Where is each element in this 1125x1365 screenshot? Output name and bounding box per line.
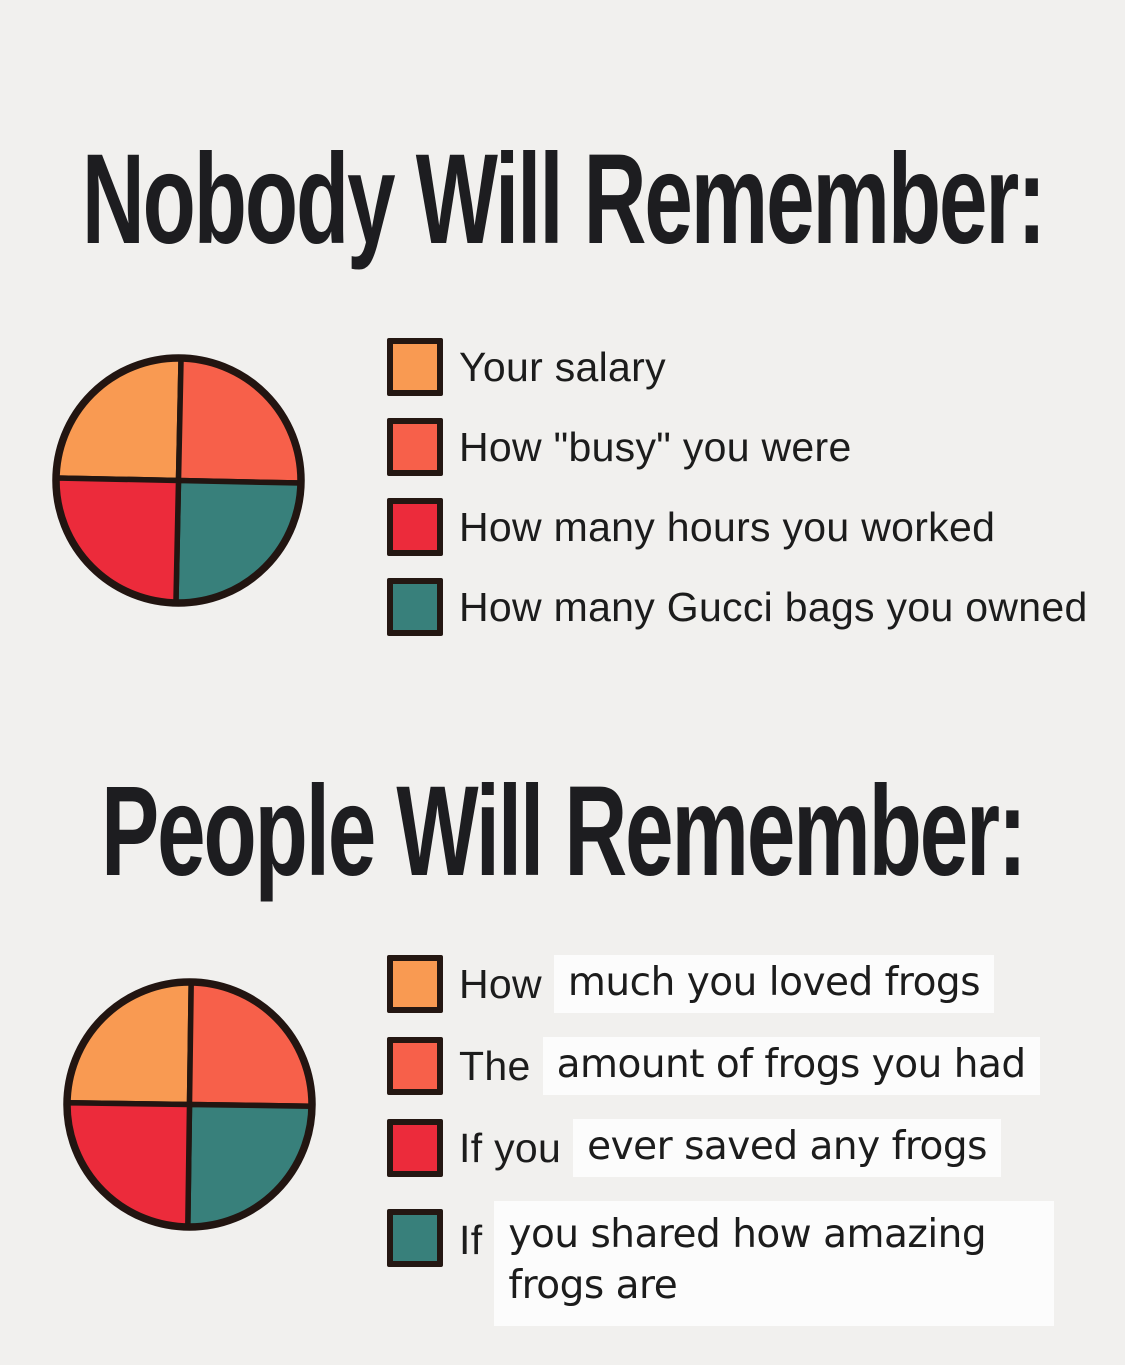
swatch-tomato: [387, 1037, 443, 1095]
legend-row-hours: How many hours you worked: [387, 498, 1088, 556]
legend-row-loved-frogs: How much you loved frogs: [387, 955, 1054, 1013]
pie-chart-people: [63, 978, 316, 1231]
legend-highlight: much you loved frogs: [553, 955, 995, 1013]
section1-title: Nobody Will Remember:: [81, 128, 1045, 271]
swatch-tomato: [387, 418, 443, 476]
legend-label: How many Gucci bags you owned: [459, 583, 1088, 630]
legend-row-saved-frogs: If you ever saved any frogs: [387, 1119, 1054, 1177]
swatch-red: [387, 1119, 443, 1177]
legend-label: How many hours you worked: [459, 503, 996, 550]
legend-prefix: The: [459, 1042, 531, 1089]
legend-row-gucci: How many Gucci bags you owned: [387, 578, 1088, 636]
legend-prefix: How: [459, 960, 542, 1007]
legend-row-busy: How "busy" you were: [387, 418, 1088, 476]
section2-title: People Will Remember:: [100, 760, 1027, 903]
legend-highlight: you shared how amazing frogs are: [494, 1201, 1055, 1326]
swatch-teal: [387, 578, 443, 636]
legend-prefix: If you: [459, 1124, 562, 1171]
swatch-orange: [387, 338, 443, 396]
legend-row-amount-frogs: The amount of frogs you had: [387, 1037, 1054, 1095]
legend-people: How much you loved frogs The amount of f…: [387, 955, 1055, 1326]
legend-highlight: amount of frogs you had: [542, 1037, 1040, 1095]
pie-outline: [52, 354, 305, 607]
swatch-red: [387, 498, 443, 556]
legend-label: Your salary: [459, 343, 666, 390]
pie-outline: [63, 978, 316, 1231]
legend-row-shared-frogs: If you shared how amazing frogs are: [387, 1201, 1055, 1326]
legend-prefix: If: [459, 1217, 483, 1263]
legend-label: How "busy" you were: [459, 423, 852, 470]
swatch-teal: [387, 1209, 443, 1267]
pie-chart-nobody: [52, 354, 305, 607]
swatch-orange: [387, 955, 443, 1013]
legend-highlight: ever saved any frogs: [573, 1119, 1001, 1177]
legend-row-salary: Your salary: [387, 338, 1088, 396]
legend-nobody: Your salary How "busy" you were How many…: [387, 338, 1088, 636]
